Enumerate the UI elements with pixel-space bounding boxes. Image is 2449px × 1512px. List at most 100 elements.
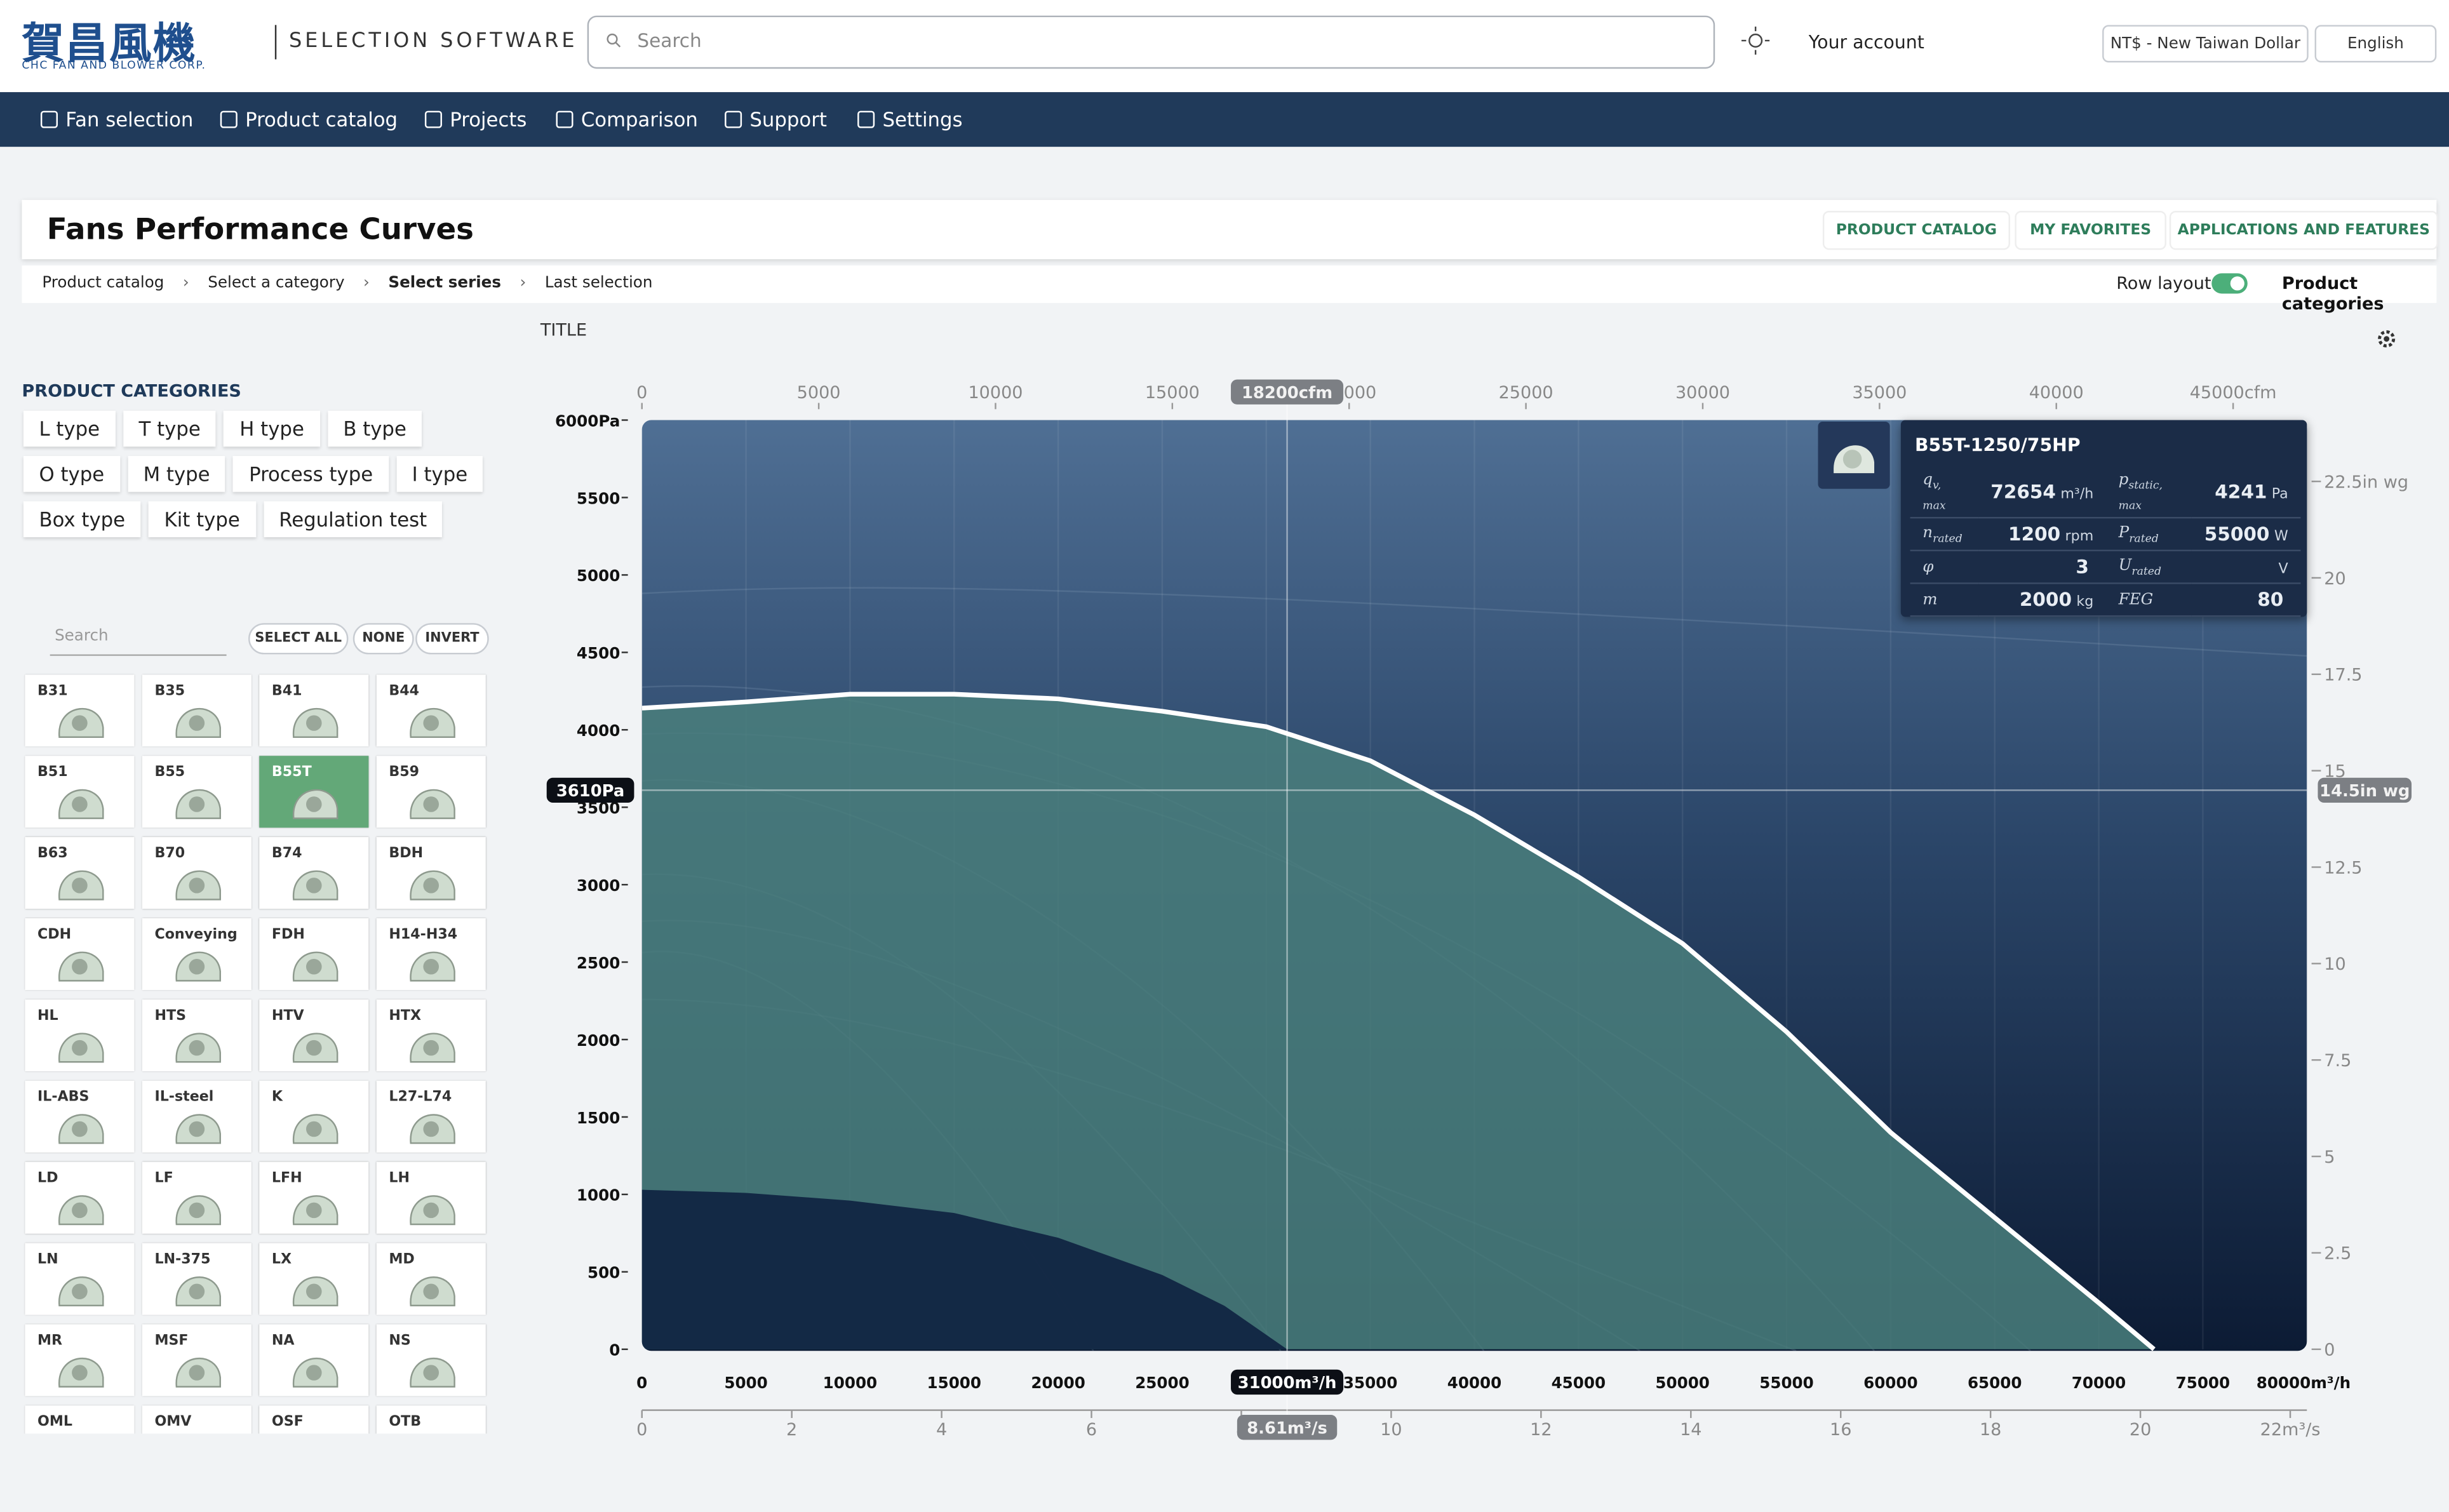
series-label: HTS — [154, 1008, 187, 1025]
action-button[interactable]: PRODUCT CATALOG — [1822, 210, 2010, 250]
x2-tick-label: 45000cfm — [2190, 383, 2277, 403]
x2-tick-label: 35000 — [1852, 383, 1907, 403]
series-tile[interactable]: MSF — [142, 1324, 252, 1396]
series-tile[interactable]: B70 — [142, 837, 252, 909]
selection-button[interactable]: INVERT — [415, 623, 489, 655]
category-chip[interactable]: Box type — [23, 501, 141, 537]
series-tile[interactable]: HL — [25, 999, 135, 1072]
series-tile[interactable]: B74 — [259, 837, 369, 909]
series-tile[interactable]: MD — [376, 1243, 486, 1315]
fan-hub — [423, 1202, 439, 1219]
category-chip[interactable]: L type — [23, 410, 116, 447]
series-tile[interactable]: HTX — [376, 999, 486, 1072]
fan-hub — [72, 958, 88, 975]
nav-item[interactable]: Product catalog — [245, 107, 398, 131]
account-link[interactable]: Your account — [1808, 31, 1924, 53]
series-tile[interactable]: OML — [25, 1405, 135, 1434]
series-tile[interactable]: LFH — [259, 1161, 369, 1234]
category-chip[interactable]: T type — [123, 410, 217, 447]
series-tile[interactable]: B44 — [376, 674, 486, 747]
logo[interactable]: 賀昌風機 — [22, 20, 197, 69]
nav-item[interactable]: Projects — [450, 107, 527, 131]
series-tile[interactable]: B55 — [142, 756, 252, 828]
x2-tick-label: 25000 — [1499, 383, 1553, 403]
series-tile[interactable]: B63 — [25, 837, 135, 909]
breadcrumb-item[interactable]: Product catalog — [42, 274, 164, 292]
series-tile[interactable]: B51 — [25, 756, 135, 828]
series-tile[interactable]: LH — [376, 1161, 486, 1234]
fan-hub — [306, 796, 322, 812]
language-button[interactable]: English — [2314, 25, 2437, 63]
series-icon — [175, 870, 221, 900]
breadcrumb-item[interactable]: Select series — [388, 274, 501, 292]
category-chip[interactable]: M type — [128, 456, 226, 492]
series-tile[interactable]: LN — [25, 1243, 135, 1315]
currency-button[interactable]: NT$ - New Taiwan Dollar — [2102, 25, 2309, 63]
series-tile[interactable]: CDH — [25, 918, 135, 991]
series-tile[interactable]: FDH — [259, 918, 369, 991]
series-icon — [293, 870, 339, 900]
series-tile[interactable]: LD — [25, 1161, 135, 1234]
series-tile[interactable]: HTS — [142, 999, 252, 1072]
category-chip[interactable]: O type — [23, 456, 120, 492]
nav-item[interactable]: Support — [749, 107, 827, 131]
series-icon — [293, 1033, 339, 1063]
chart-settings[interactable] — [2375, 328, 2397, 349]
series-search[interactable] — [50, 619, 227, 656]
nav-item[interactable]: Settings — [882, 107, 963, 131]
action-button[interactable]: APPLICATIONS AND FEATURES — [2169, 210, 2438, 250]
category-chip[interactable]: Kit type — [148, 501, 256, 537]
series-tile[interactable]: LN-375 — [142, 1243, 252, 1315]
fan-card: B55T-1250/75HP qv, max 72654 m³/h pstatic, m… — [1900, 420, 2307, 617]
series-tile[interactable]: H14-H34 — [376, 918, 486, 991]
series-tile[interactable]: NA — [259, 1324, 369, 1396]
series-tile[interactable]: L27-L74 — [376, 1080, 486, 1153]
nav-item[interactable]: Fan selection — [65, 107, 194, 131]
selection-button[interactable]: NONE — [352, 623, 414, 655]
category-chip[interactable]: Process type — [233, 456, 389, 492]
series-tile[interactable]: K — [259, 1080, 369, 1153]
series-tile[interactable]: HTV — [259, 999, 369, 1072]
series-tile[interactable]: OSF — [259, 1405, 369, 1434]
y2-tick-label: 22.5in wg — [2324, 472, 2408, 492]
series-tile[interactable]: OTB — [376, 1405, 486, 1434]
x2-tick-label: 40000 — [2029, 383, 2084, 403]
series-tile[interactable]: MR — [25, 1324, 135, 1396]
x3-tick-label: 10 — [1380, 1420, 1402, 1440]
series-label: LD — [37, 1171, 58, 1187]
series-tile[interactable]: OMV — [142, 1405, 252, 1434]
series-tile[interactable]: LF — [142, 1161, 252, 1234]
y-tick-label: 2500 — [577, 954, 620, 972]
series-tile[interactable]: IL-steel — [142, 1080, 252, 1153]
fan-hub — [306, 1121, 322, 1137]
series-tile[interactable]: Conveying — [142, 918, 252, 991]
series-label: MSF — [154, 1334, 189, 1349]
nav-icon — [40, 110, 58, 128]
row-layout-toggle[interactable] — [2211, 273, 2248, 294]
category-chip[interactable]: H type — [224, 410, 320, 447]
nav-item[interactable]: Comparison — [580, 107, 698, 131]
series-tile[interactable]: IL-ABS — [25, 1080, 135, 1153]
series-tile[interactable]: B59 — [376, 756, 486, 828]
category-chip[interactable]: I type — [396, 456, 483, 492]
action-button[interactable]: MY FAVORITES — [2015, 210, 2166, 250]
breadcrumb-item[interactable]: Last selection — [544, 274, 653, 292]
series-label: NS — [389, 1334, 411, 1349]
y2-tick-label: 7.5 — [2324, 1051, 2351, 1071]
series-tile[interactable]: NS — [376, 1324, 486, 1396]
selection-button[interactable]: SELECT ALL — [248, 623, 349, 655]
category-chip[interactable]: B type — [327, 410, 422, 447]
categories-link[interactable]: Product categories — [2281, 273, 2384, 314]
fan-hub — [423, 958, 439, 975]
series-label: LN-375 — [154, 1252, 211, 1268]
category-chip[interactable]: Regulation test — [263, 501, 443, 537]
series-tile[interactable]: B35 — [142, 674, 252, 747]
theme-toggle[interactable] — [1741, 26, 1770, 55]
series-tile[interactable]: B41 — [259, 674, 369, 747]
series-tile[interactable]: BDH — [376, 837, 486, 909]
breadcrumb-item[interactable]: Select a category — [208, 274, 345, 292]
search-box[interactable] — [587, 15, 1715, 69]
series-tile[interactable]: B55T — [259, 756, 369, 828]
series-tile[interactable]: LX — [259, 1243, 369, 1315]
series-tile[interactable]: B31 — [25, 674, 135, 747]
